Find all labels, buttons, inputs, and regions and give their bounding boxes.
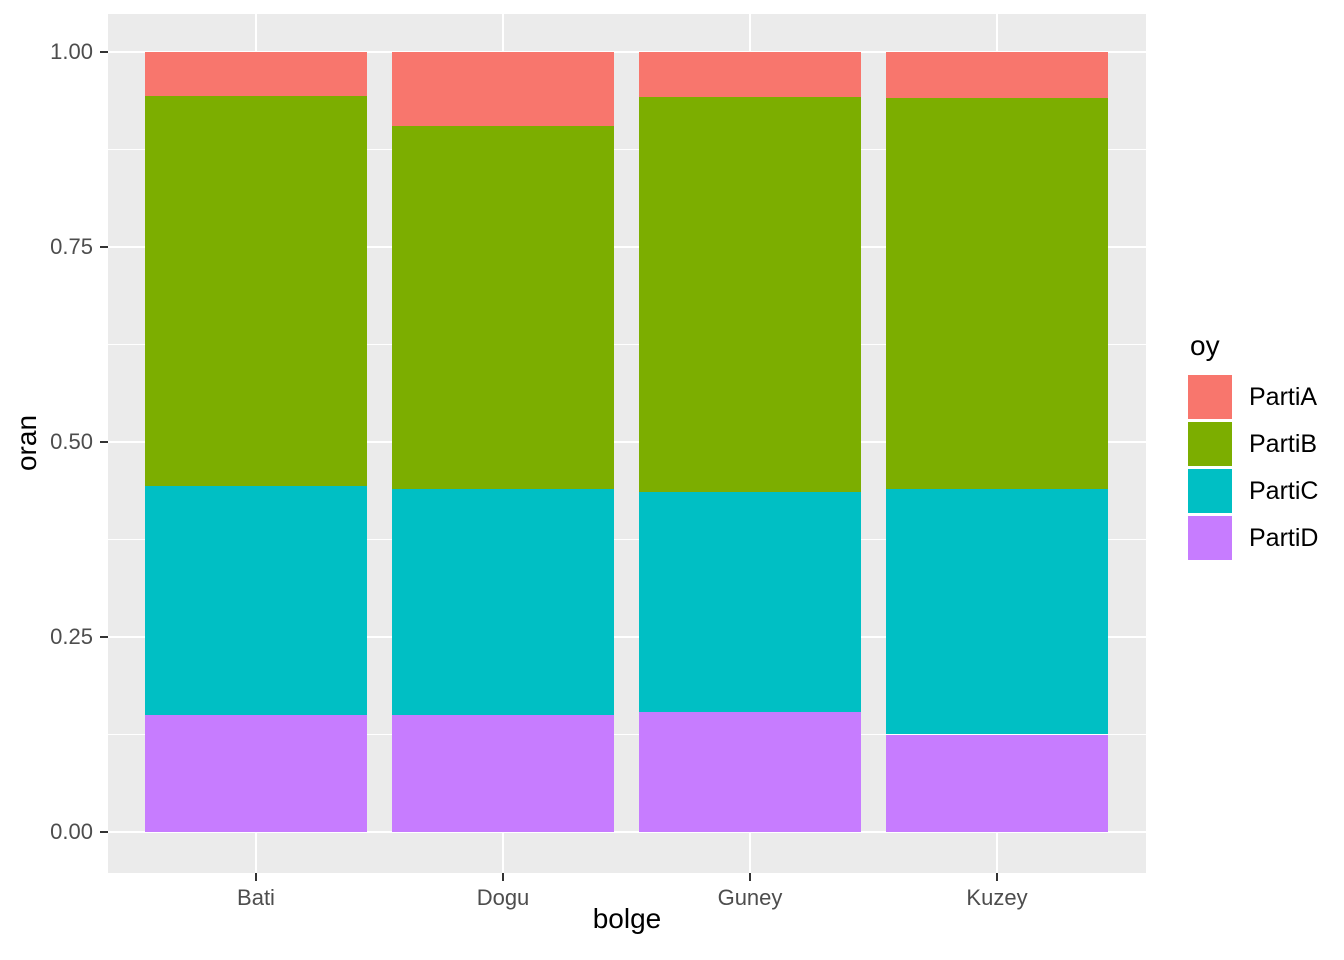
legend-items: PartiA PartiB PartiC PartiD — [1188, 375, 1338, 560]
legend-key-swatch-PartiB — [1188, 422, 1232, 466]
legend-item-PartiD: PartiD — [1188, 516, 1338, 560]
y-tick-label: 0.25 — [50, 624, 93, 649]
y-tick-label: 0.00 — [50, 819, 93, 844]
legend: oy PartiA PartiB PartiC PartiD — [1188, 330, 1338, 563]
bar-segment-PartiA-Kuzey — [886, 52, 1108, 99]
y-gridline-major — [108, 635, 1146, 639]
bar-segment-PartiB-Kuzey — [886, 98, 1108, 489]
y-tick-label: 1.00 — [50, 39, 93, 64]
x-axis-title: bolge — [592, 903, 662, 934]
y-gridline-major — [108, 830, 1146, 834]
legend-label-PartiC: PartiC — [1249, 476, 1319, 505]
legend-label-PartiD: PartiD — [1249, 523, 1319, 552]
y-tick-mark — [100, 830, 108, 834]
bar-segment-PartiD-Kuzey — [886, 734, 1108, 832]
bar-segment-PartiD-Guney — [639, 711, 861, 832]
x-tick-label-Kuzey: Kuzey — [966, 885, 1028, 910]
bar-segment-PartiA-Dogu — [392, 52, 614, 127]
x-tick-mark — [501, 873, 505, 881]
y-tick-label: 0.75 — [50, 234, 93, 259]
x-tick-mark — [748, 873, 752, 881]
y-tick-mark — [100, 50, 108, 54]
bar-segment-PartiC-Guney — [639, 491, 861, 712]
bar-segment-PartiA-Bati — [145, 52, 367, 97]
bar-segment-PartiC-Dogu — [392, 488, 614, 715]
x-tick-label-Guney: Guney — [717, 885, 783, 910]
legend-label-PartiB: PartiB — [1249, 429, 1318, 458]
legend-item-PartiB: PartiB — [1188, 422, 1338, 466]
y-gridline-major — [108, 50, 1146, 54]
legend-label-PartiA: PartiA — [1249, 382, 1318, 411]
legend-key-swatch-PartiD — [1188, 516, 1232, 560]
legend-key-swatch-PartiA — [1188, 375, 1232, 419]
y-tick-mark — [100, 440, 108, 444]
legend-item-PartiC: PartiC — [1188, 469, 1338, 513]
bar-segment-PartiA-Guney — [639, 52, 861, 98]
legend-key-swatch-PartiC — [1188, 469, 1232, 513]
x-tick-label-Dogu: Dogu — [476, 885, 530, 910]
bar-segment-PartiD-Bati — [145, 715, 367, 832]
y-gridline-minor — [108, 343, 1146, 346]
y-gridline-minor — [108, 733, 1146, 736]
y-tick-mark — [100, 635, 108, 639]
y-gridline-major — [108, 245, 1146, 249]
bar-segment-PartiB-Guney — [639, 97, 861, 492]
bar-segment-PartiD-Dogu — [392, 715, 614, 832]
bar-segment-PartiB-Bati — [145, 96, 367, 487]
y-tick-label: 0.50 — [50, 429, 93, 454]
legend-item-PartiA: PartiA — [1188, 375, 1338, 419]
plot-panel — [108, 14, 1146, 873]
y-tick-mark — [100, 245, 108, 249]
y-gridline-minor — [108, 538, 1146, 541]
y-gridline-major — [108, 440, 1146, 444]
y-gridline-minor — [108, 148, 1146, 151]
bar-segment-PartiB-Dogu — [392, 126, 614, 489]
x-tick-mark — [995, 873, 999, 881]
bar-segment-PartiC-Kuzey — [886, 488, 1108, 735]
bar-segment-PartiC-Bati — [145, 486, 367, 715]
x-tick-mark — [254, 873, 258, 881]
legend-title: oy — [1190, 330, 1220, 361]
x-tick-label-Bati: Bati — [237, 885, 275, 910]
